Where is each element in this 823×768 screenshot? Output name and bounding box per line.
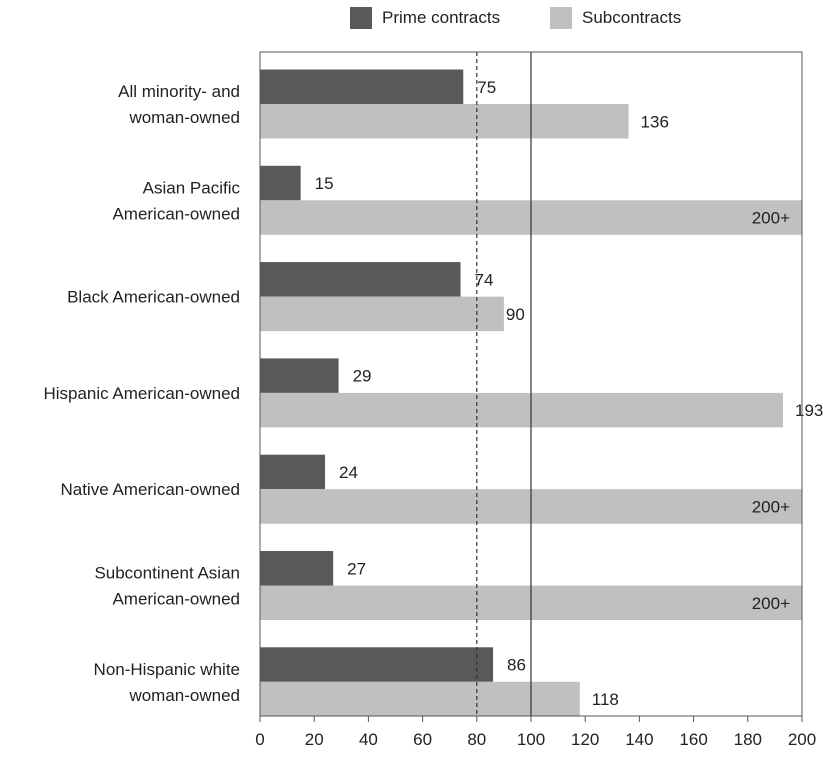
x-tick-label: 140 [625, 730, 653, 749]
legend-swatch-prime [350, 7, 372, 29]
bar-prime [260, 69, 464, 104]
bar-prime [260, 358, 339, 393]
bar-prime [260, 647, 494, 682]
data-label-prime: 24 [339, 463, 358, 482]
category-label: Hispanic American-owned [43, 384, 240, 403]
data-label-sub: 136 [641, 112, 669, 131]
legend-label-prime: Prime contracts [382, 8, 501, 27]
bar-prime [260, 454, 326, 490]
category-label: All minority- and [118, 82, 240, 101]
x-tick-label: 100 [517, 730, 545, 749]
data-label-prime: 75 [477, 78, 496, 97]
legend-label-sub: Subcontracts [582, 8, 682, 27]
bar-sub [260, 392, 784, 428]
data-label-prime: 27 [347, 559, 366, 578]
x-tick-label: 60 [413, 730, 432, 749]
x-tick-label: 160 [679, 730, 707, 749]
category-label: Subcontinent Asian [94, 564, 240, 583]
x-tick-label: 200 [788, 730, 816, 749]
data-label-prime: 29 [353, 367, 372, 386]
data-label-prime: 86 [507, 656, 526, 675]
x-tick-label: 120 [571, 730, 599, 749]
bar-prime [260, 262, 461, 297]
data-label-prime: 74 [475, 270, 494, 289]
bar-sub [260, 681, 580, 717]
data-label-sub: 200+ [752, 594, 790, 613]
category-label: Asian Pacific [143, 178, 241, 197]
category-label: American-owned [112, 590, 240, 609]
bar-prime [260, 165, 301, 201]
bar-prime [260, 551, 334, 586]
x-tick-label: 80 [467, 730, 486, 749]
category-label: woman-owned [128, 686, 240, 705]
x-tick-label: 180 [734, 730, 762, 749]
data-label-sub: 200+ [752, 497, 790, 516]
legend-item-prime: Prime contracts [350, 5, 500, 31]
data-label-sub: 200+ [752, 209, 790, 228]
x-tick-label: 40 [359, 730, 378, 749]
legend-swatch-sub [550, 7, 572, 29]
data-label-sub: 193 [795, 401, 823, 420]
x-tick-label: 20 [305, 730, 324, 749]
category-label: Non-Hispanic white [94, 660, 240, 679]
category-label: woman-owned [128, 108, 240, 127]
bar-sub [260, 104, 629, 139]
category-label: American-owned [112, 204, 240, 223]
data-label-sub: 118 [592, 690, 619, 709]
category-label: Native American-owned [60, 480, 240, 499]
category-label: Black American-owned [67, 288, 240, 307]
legend-item-sub: Subcontracts [550, 5, 681, 31]
bar-sub [260, 296, 504, 332]
x-tick-label: 0 [255, 730, 264, 749]
data-label-prime: 15 [315, 174, 334, 193]
data-label-sub: 90 [506, 305, 525, 324]
